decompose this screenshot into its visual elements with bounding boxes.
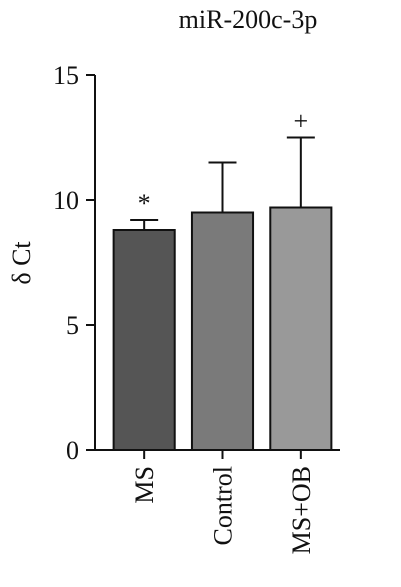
y-tick-label: 15 [53,61,79,90]
bar [190,211,255,451]
x-tick-label: Control [209,466,238,545]
y-tick-label: 0 [66,436,79,465]
chart-title: miR-200c-3p [179,5,318,34]
annotation: * [138,189,151,218]
x-tick-label: MS [130,466,159,504]
y-tick-label: 10 [53,186,79,215]
y-axis-label: δ Ct [7,241,36,285]
annotation: + [293,107,308,136]
x-tick-label: MS+OB [287,466,316,554]
bar [269,206,333,451]
bar [112,229,176,451]
y-tick-label: 5 [66,311,79,340]
